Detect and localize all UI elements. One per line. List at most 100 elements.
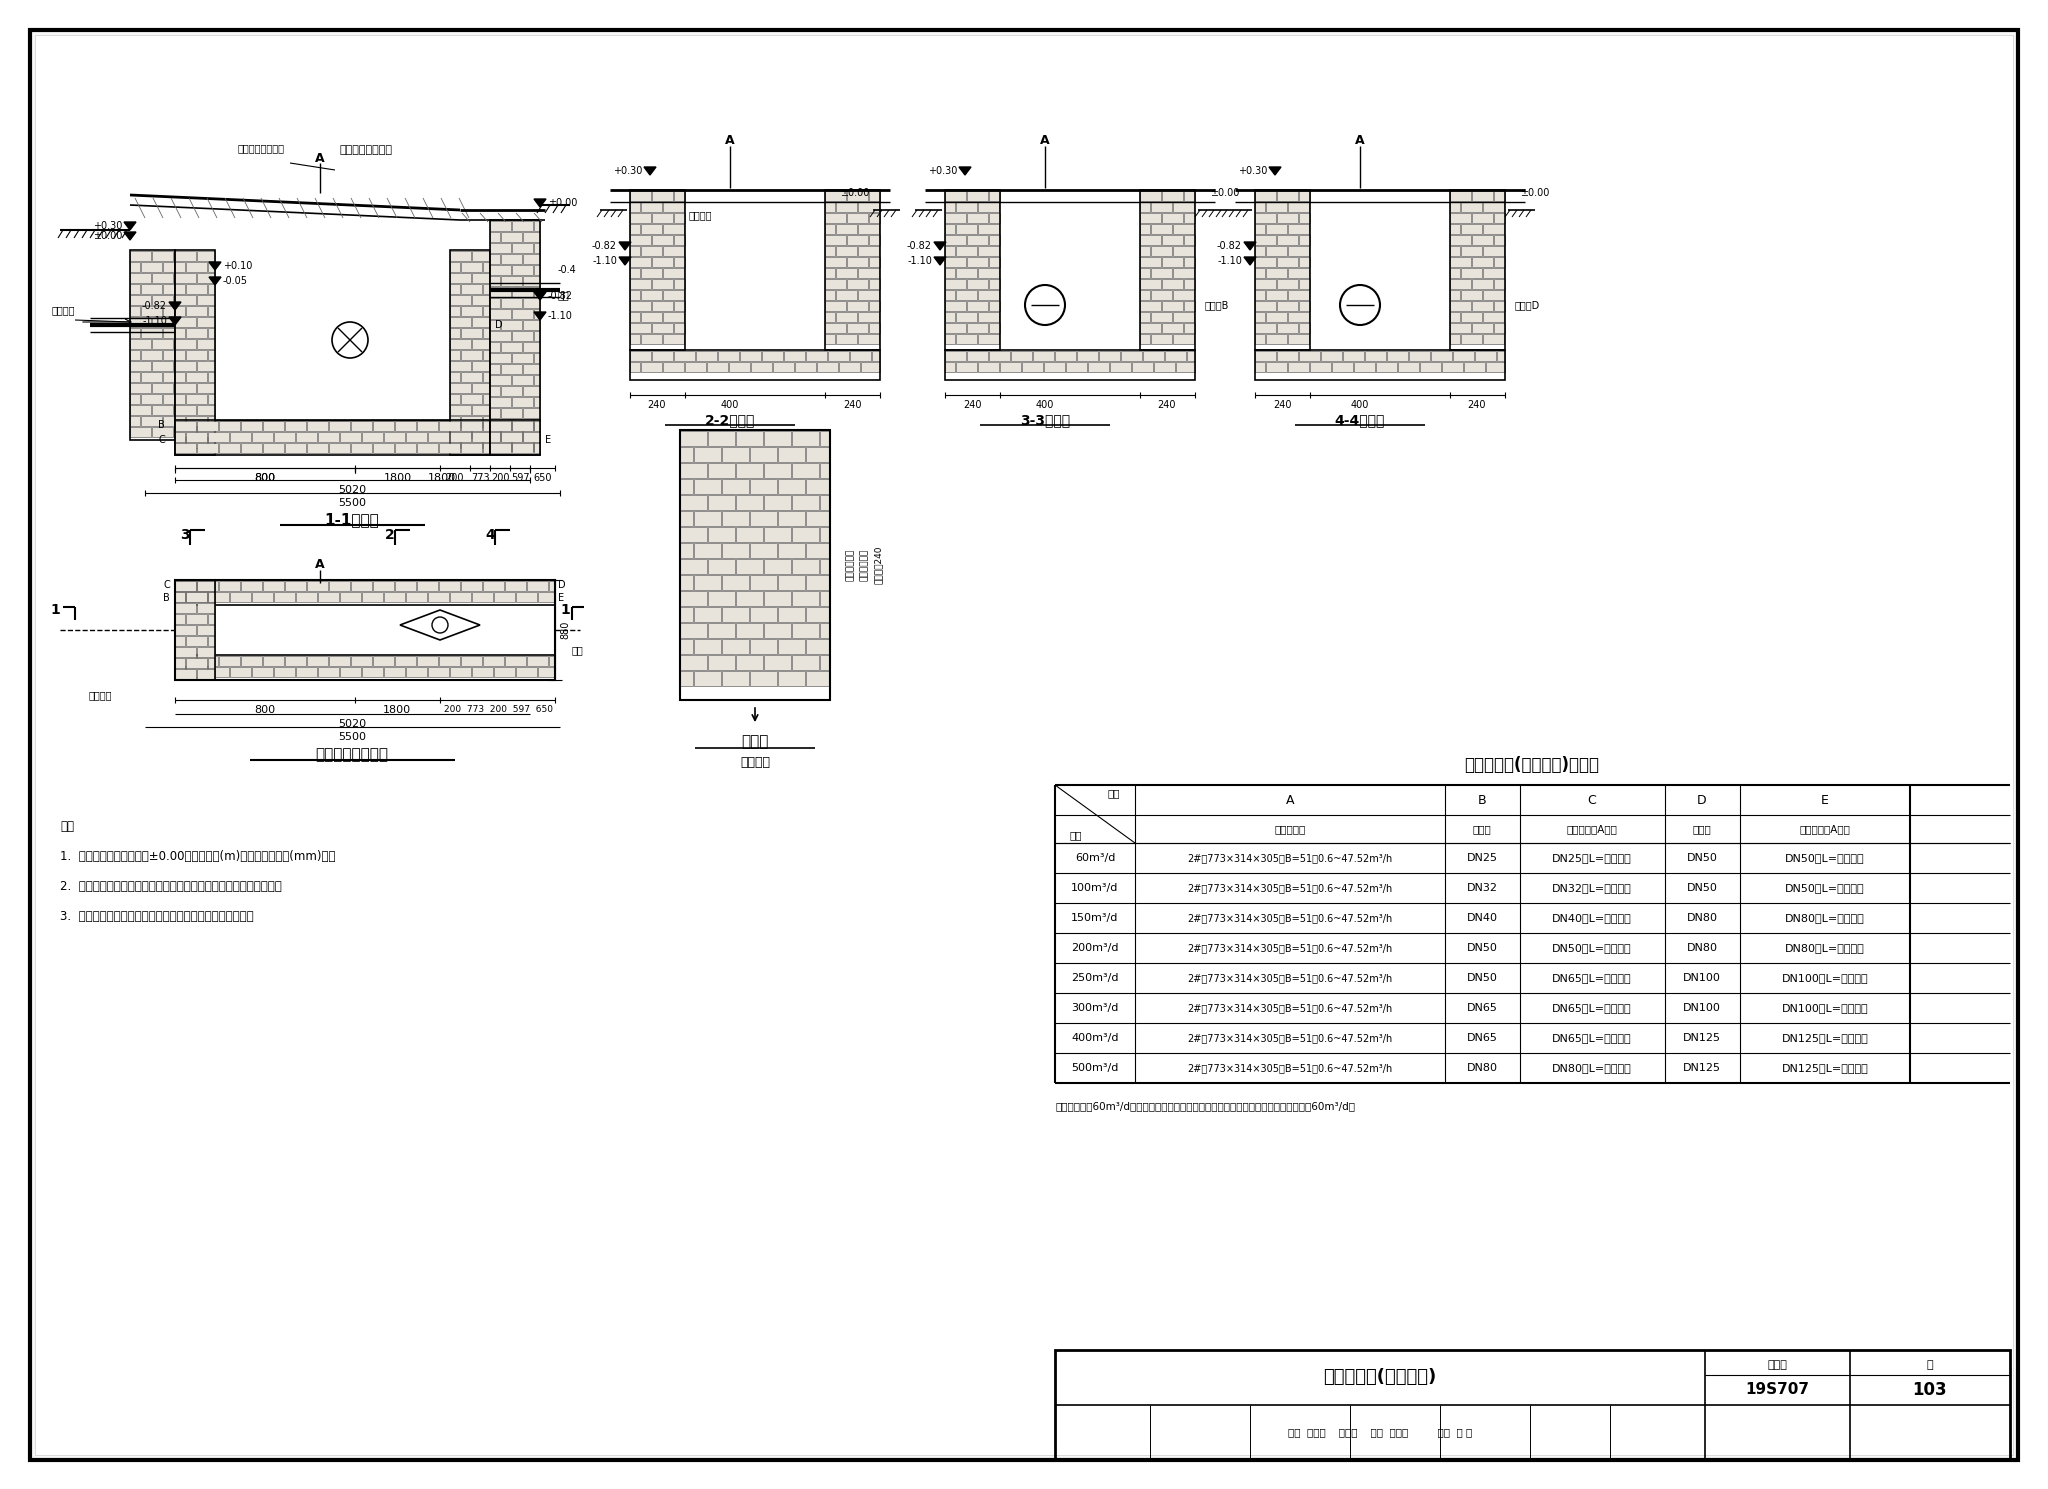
Bar — [512, 265, 532, 275]
Bar — [522, 363, 541, 374]
Bar — [141, 372, 162, 383]
Bar — [1475, 351, 1495, 360]
Bar — [1153, 362, 1176, 372]
Text: DN80: DN80 — [1466, 1063, 1497, 1074]
Bar — [631, 334, 639, 344]
Bar — [451, 415, 461, 426]
Bar — [1151, 290, 1171, 299]
Bar — [696, 351, 717, 360]
Bar — [979, 268, 999, 278]
Bar — [674, 258, 684, 267]
Bar — [848, 191, 868, 201]
Bar — [631, 290, 639, 299]
Bar — [674, 323, 684, 334]
Text: ±0.00: ±0.00 — [1520, 188, 1550, 198]
Bar — [989, 323, 999, 334]
Text: DN125，L=结构壁厚: DN125，L=结构壁厚 — [1782, 1063, 1868, 1074]
Bar — [209, 658, 215, 669]
Bar — [330, 444, 350, 453]
Bar — [535, 375, 541, 386]
Bar — [186, 372, 207, 383]
Bar — [428, 667, 449, 677]
Bar — [1473, 323, 1493, 334]
Bar — [1493, 213, 1505, 223]
Text: DN40，L=结构壁厚: DN40，L=结构壁厚 — [1552, 913, 1632, 923]
Bar — [750, 672, 776, 686]
Bar — [1460, 203, 1483, 211]
Bar — [1497, 351, 1505, 360]
Text: 5020: 5020 — [338, 485, 367, 494]
Bar — [297, 667, 317, 677]
Bar — [858, 313, 879, 322]
Bar — [1450, 323, 1470, 334]
Bar — [1331, 362, 1354, 372]
Bar — [209, 395, 215, 404]
Bar — [1174, 223, 1194, 234]
Bar — [141, 350, 162, 360]
Bar — [197, 657, 217, 666]
Bar — [1141, 334, 1151, 344]
Bar — [471, 360, 489, 371]
Bar — [219, 657, 240, 666]
Bar — [1161, 323, 1184, 334]
Bar — [164, 262, 174, 272]
Polygon shape — [535, 200, 547, 207]
Text: 砖砌墙体: 砖砌墙体 — [739, 755, 770, 768]
Bar — [944, 351, 967, 360]
Bar — [186, 658, 207, 669]
Bar — [651, 191, 674, 201]
Bar — [848, 213, 868, 223]
Bar — [680, 527, 707, 542]
Bar — [242, 581, 262, 591]
Bar — [858, 268, 879, 278]
Bar — [1176, 362, 1194, 372]
Bar — [186, 328, 207, 338]
Bar — [807, 672, 829, 686]
Bar — [535, 331, 541, 341]
Text: DN50: DN50 — [1688, 883, 1718, 893]
Bar — [723, 608, 750, 622]
Bar — [735, 558, 764, 573]
Bar — [1161, 278, 1184, 289]
Bar — [330, 581, 350, 591]
Bar — [174, 395, 184, 404]
Bar — [739, 351, 762, 360]
Bar — [694, 543, 721, 558]
Bar — [1141, 203, 1151, 211]
Bar — [680, 430, 829, 700]
Bar — [825, 334, 836, 344]
Bar — [174, 339, 197, 348]
Bar — [1032, 351, 1055, 360]
Bar — [1184, 258, 1194, 267]
Bar — [1141, 268, 1151, 278]
Bar — [174, 383, 197, 393]
Bar — [807, 447, 829, 462]
Bar — [209, 262, 215, 272]
Bar — [795, 362, 815, 372]
Bar — [1409, 351, 1430, 360]
Text: 400: 400 — [1036, 401, 1055, 409]
Bar — [1255, 223, 1266, 234]
Bar — [1266, 246, 1286, 256]
Bar — [664, 268, 684, 278]
Bar — [944, 246, 954, 256]
Bar — [502, 342, 522, 351]
Text: 2#，773×314×305，B=51，0.6~47.52m³/h: 2#，773×314×305，B=51，0.6~47.52m³/h — [1188, 1063, 1393, 1074]
Text: 19S707: 19S707 — [1745, 1382, 1808, 1398]
Bar — [522, 342, 541, 351]
Bar — [174, 593, 184, 602]
Bar — [489, 375, 512, 386]
Bar — [229, 667, 252, 677]
Text: 3-3剖面图: 3-3剖面图 — [1020, 412, 1069, 427]
Bar — [860, 362, 881, 372]
Text: DN50: DN50 — [1466, 972, 1497, 983]
Text: 有机玻璃透明盖板: 有机玻璃透明盖板 — [238, 143, 285, 153]
Bar — [1483, 313, 1503, 322]
Bar — [451, 395, 461, 404]
Bar — [522, 255, 541, 264]
Bar — [451, 262, 461, 272]
Bar — [274, 432, 295, 442]
Text: 防水套管（A型）: 防水套管（A型） — [1800, 823, 1851, 834]
Bar — [825, 301, 846, 311]
Bar — [451, 252, 471, 261]
